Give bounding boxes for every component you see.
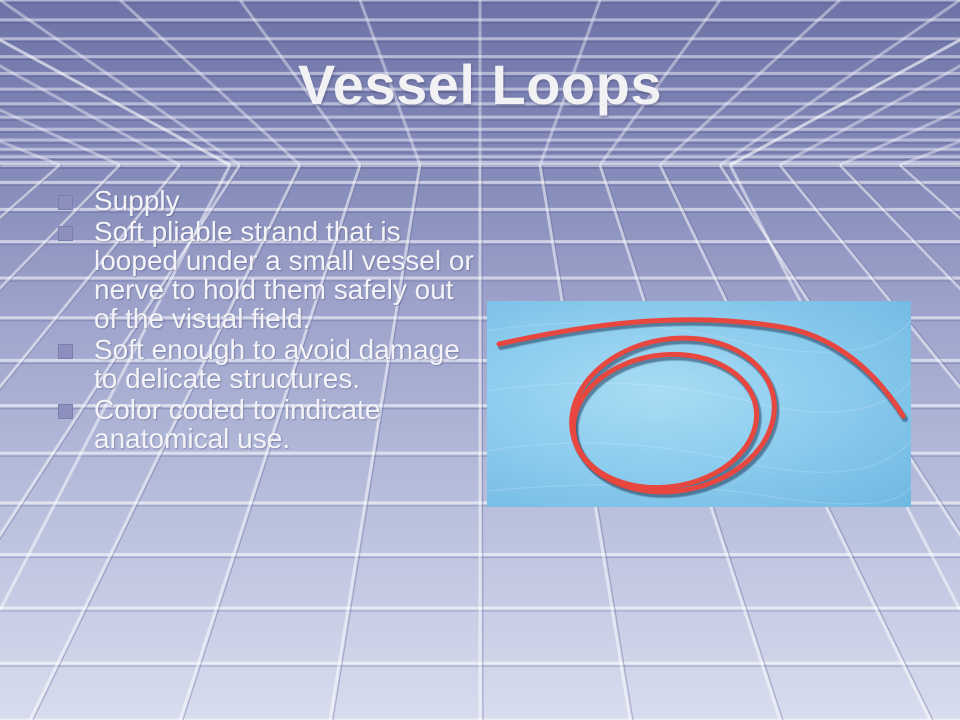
square-bullet-icon — [58, 226, 73, 241]
slide-title: Vessel Loops — [298, 53, 662, 116]
bullet-item: Soft pliable strand that is looped under… — [56, 217, 476, 333]
square-bullet-icon — [58, 195, 73, 210]
bullet-text: Color coded to indicate anatomical use. — [94, 394, 381, 454]
bullet-item: Supply — [56, 186, 476, 215]
vessel-loop-coil-outer — [569, 335, 777, 495]
square-bullet-icon — [58, 404, 73, 419]
vessel-loop-photo — [487, 301, 911, 507]
bullet-item: Soft enough to avoid damage to delicate … — [56, 335, 476, 393]
bullet-text: Soft enough to avoid damage to delicate … — [94, 334, 460, 394]
bullet-text: Soft pliable strand that is looped under… — [94, 216, 474, 334]
bullet-item: Color coded to indicate anatomical use. — [56, 395, 476, 453]
vessel-loop-illustration — [487, 317, 911, 505]
square-bullet-icon — [58, 344, 73, 359]
bullet-text: Supply — [94, 185, 180, 216]
bullet-list: Supply Soft pliable strand that is loope… — [56, 186, 476, 455]
vessel-loop-strand — [496, 317, 906, 419]
